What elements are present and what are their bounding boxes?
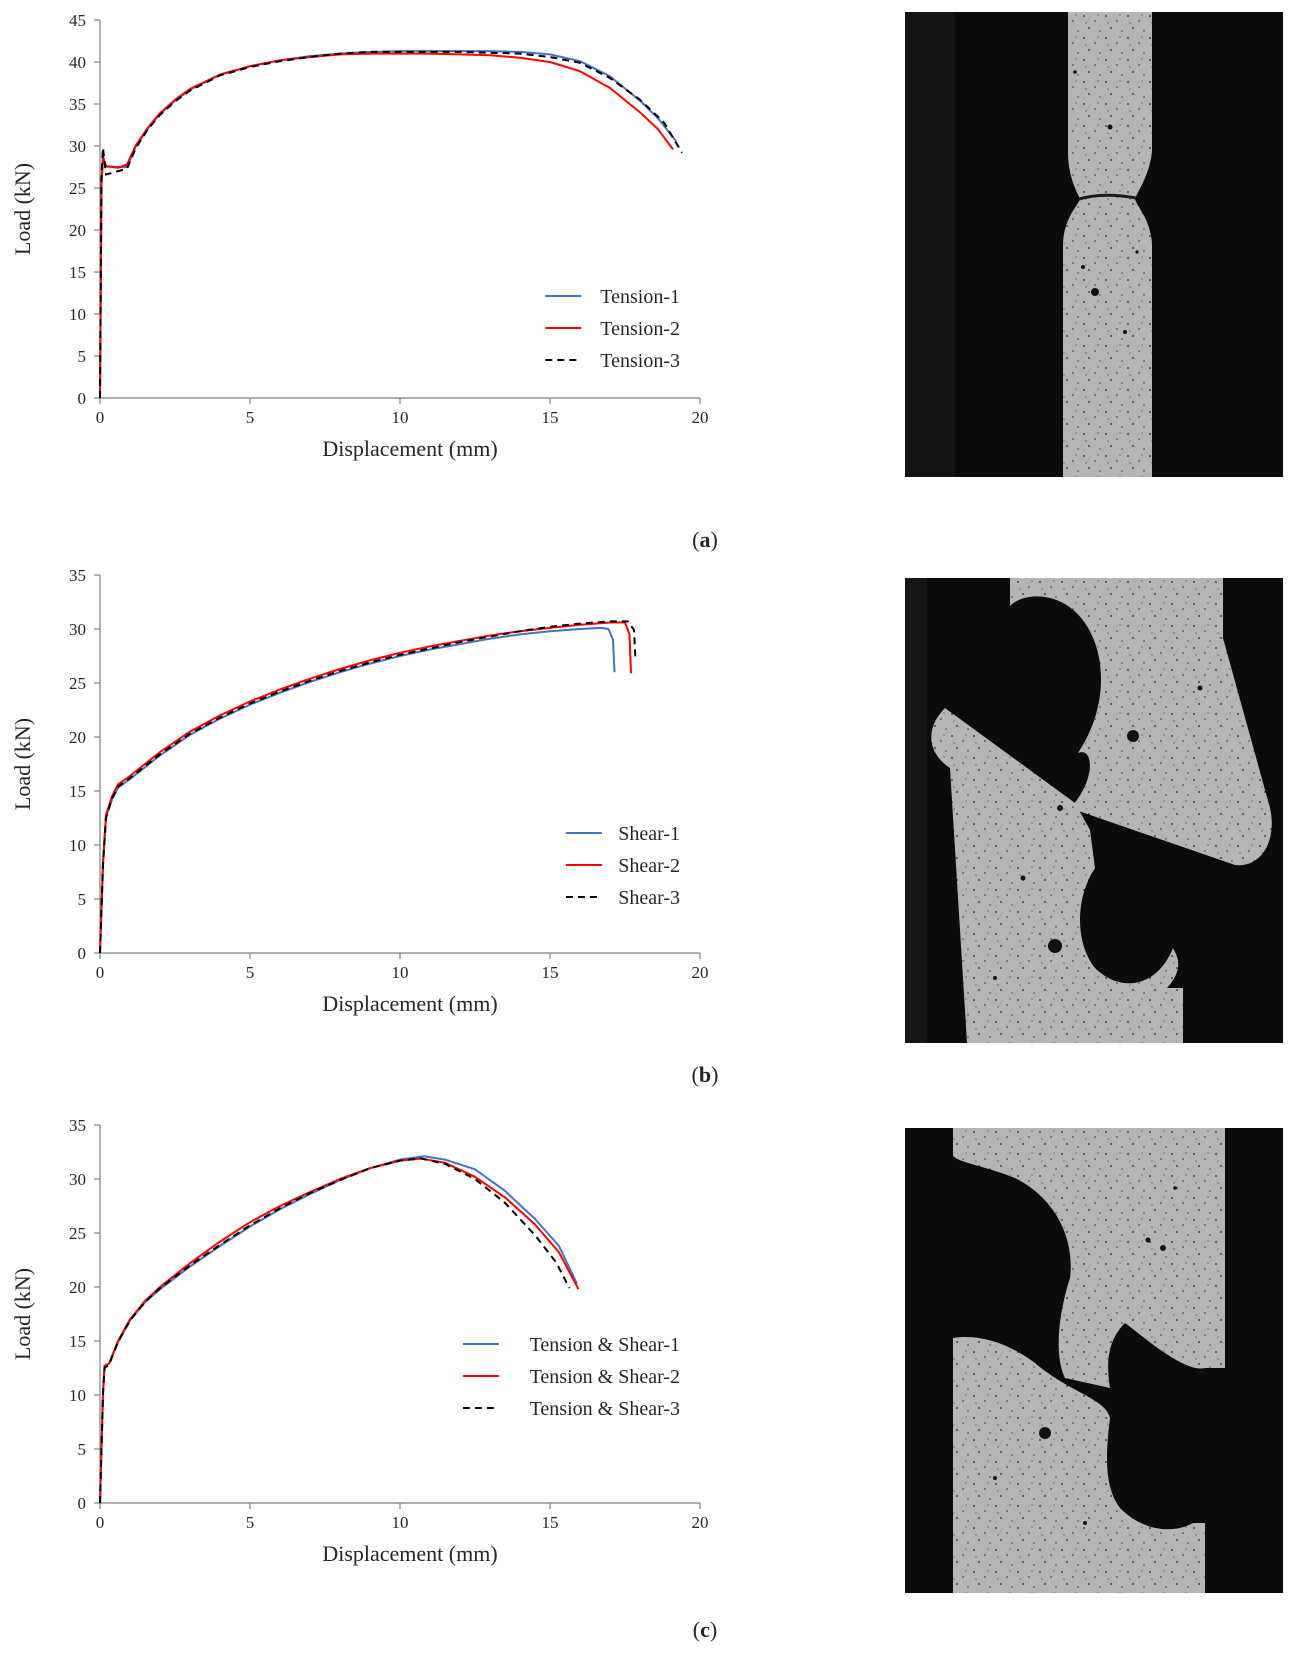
y-tick-label: 5 [78, 890, 87, 909]
series-line [99, 626, 616, 954]
legend-label: Tension-2 [600, 318, 680, 340]
x-tick-label: 10 [392, 963, 409, 982]
y-tick-label: 5 [78, 347, 87, 366]
series-line [99, 1157, 571, 1504]
y-tick-label: 5 [78, 1440, 87, 1459]
legend-label: Shear-2 [618, 855, 680, 877]
caption-a: (a) [692, 527, 718, 552]
x-tick-label: 10 [392, 1513, 409, 1532]
x-tick-label: 15 [542, 408, 559, 427]
caption-b: (b) [691, 1062, 719, 1087]
chart-c: 0 5 10 15 20 25 30 35 0 5 10 15 20 Displacement (mm) L… [10, 1116, 709, 1566]
y-tick-label: 20 [69, 1278, 86, 1297]
legend-label: Tension-3 [600, 350, 680, 372]
y-tick-label: 10 [69, 1386, 86, 1405]
chart-b: 0 5 10 15 20 25 30 35 0 5 10 15 20 Displacement (mm) L… [10, 566, 709, 1016]
panel-b: 0 5 10 15 20 25 30 35 0 5 10 15 20 Displacement (mm) L… [0, 555, 1291, 1105]
panel-a: 0 5 10 15 20 25 30 35 40 45 0 5 10 15 20 Displacement (… [0, 0, 1291, 555]
x-tick-label: 0 [96, 1513, 105, 1532]
x-tick-label: 20 [692, 1513, 709, 1532]
tension-shear-specimen-photo [905, 1128, 1283, 1593]
series-line [99, 621, 632, 954]
x-axis-label: Displacement (mm) [322, 991, 497, 1016]
x-tick-label: 15 [542, 963, 559, 982]
y-axis-label: Load (kN) [10, 163, 35, 255]
x-axis-label: Displacement (mm) [322, 1541, 497, 1566]
x-axis-label: Displacement (mm) [322, 436, 497, 461]
x-tick-label: 10 [392, 408, 409, 427]
legend-label: Tension & Shear-3 [530, 1398, 680, 1420]
y-tick-label: 30 [69, 620, 86, 639]
y-tick-label: 30 [69, 1170, 86, 1189]
series-line [99, 52, 674, 399]
x-tick-label: 0 [96, 963, 105, 982]
series-line [99, 50, 677, 399]
tension-specimen-photo [905, 12, 1283, 477]
x-tick-label: 15 [542, 1513, 559, 1532]
x-tick-label: 20 [692, 408, 709, 427]
y-tick-label: 15 [69, 1332, 86, 1351]
series-line [99, 1157, 580, 1504]
chart-a: 0 5 10 15 20 25 30 35 40 45 0 5 10 15 20 Displacement (… [10, 11, 709, 461]
tension-shear-specimen-drawing [905, 1128, 1283, 1593]
y-tick-label: 35 [69, 1116, 86, 1135]
y-tick-label: 30 [69, 137, 86, 156]
y-tick-label: 20 [69, 728, 86, 747]
caption-c: (c) [692, 1617, 718, 1642]
y-tick-label: 20 [69, 221, 86, 240]
y-axis-label: Load (kN) [10, 1268, 35, 1360]
y-tick-label: 45 [69, 11, 86, 30]
y-tick-label: 25 [69, 674, 86, 693]
y-tick-label: 0 [78, 389, 87, 408]
y-tick-label: 15 [69, 782, 86, 801]
x-tick-label: 5 [246, 1513, 255, 1532]
y-tick-label: 15 [69, 263, 86, 282]
legend-label: Shear-3 [618, 887, 680, 909]
legend-label: Tension-1 [600, 286, 680, 308]
y-axis-label: Load (kN) [10, 718, 35, 810]
y-tick-label: 35 [69, 566, 86, 585]
x-tick-label: 5 [246, 963, 255, 982]
series-line [99, 620, 637, 954]
y-tick-label: 10 [69, 305, 86, 324]
shear-specimen-photo [905, 578, 1283, 1043]
y-tick-label: 0 [78, 1494, 87, 1513]
x-tick-label: 0 [96, 408, 105, 427]
x-tick-label: 5 [246, 408, 255, 427]
series-line [99, 1155, 578, 1504]
series-line [99, 50, 683, 399]
y-tick-label: 40 [69, 53, 86, 72]
legend-label: Tension & Shear-2 [530, 1366, 680, 1388]
y-tick-label: 35 [69, 95, 86, 114]
shear-specimen-drawing [905, 578, 1283, 1043]
y-tick-label: 10 [69, 836, 86, 855]
legend-label: Tension & Shear-1 [530, 1334, 680, 1356]
y-tick-label: 25 [69, 1224, 86, 1243]
panel-c: 0 5 10 15 20 25 30 35 0 5 10 15 20 Displacement (mm) L… [0, 1105, 1291, 1670]
legend-label: Shear-1 [618, 823, 680, 845]
x-tick-label: 20 [692, 963, 709, 982]
y-tick-label: 0 [78, 944, 87, 963]
tension-specimen-drawing [905, 12, 1283, 477]
y-tick-label: 25 [69, 179, 86, 198]
